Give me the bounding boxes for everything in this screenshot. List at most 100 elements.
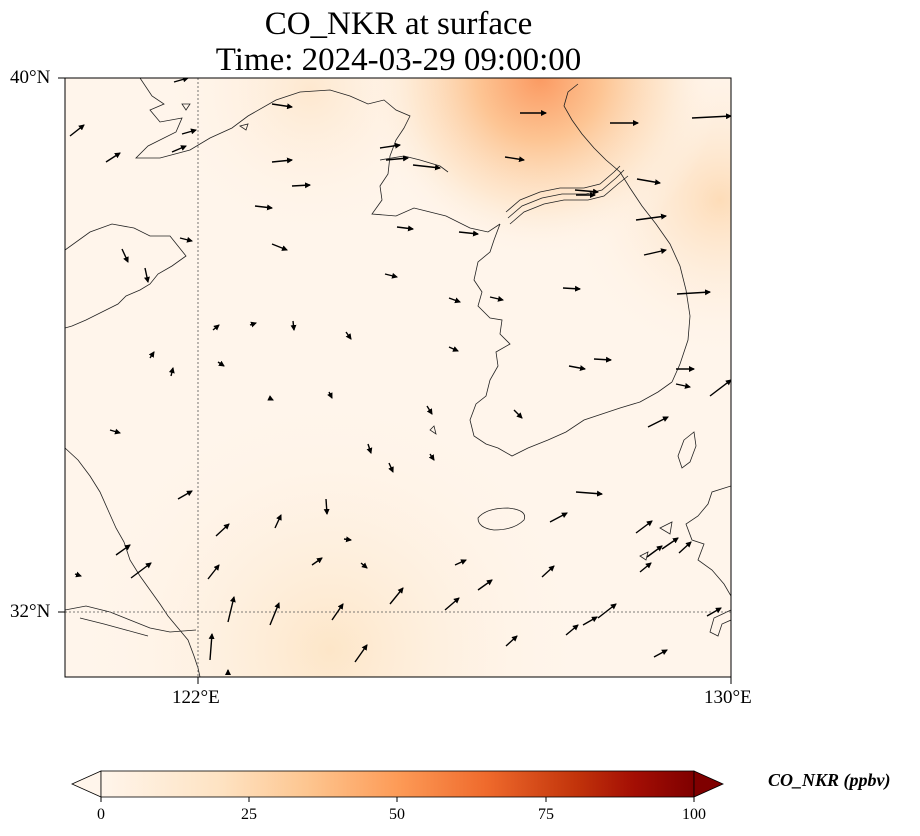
wind-arrow xyxy=(267,395,274,401)
wind-arrow xyxy=(360,562,368,569)
wind-arrow xyxy=(504,156,525,163)
wind-arrow xyxy=(448,297,461,304)
wind-arrow xyxy=(130,562,152,579)
wind-arrow xyxy=(575,490,603,497)
wind-arrow xyxy=(675,383,691,389)
wind-arrow xyxy=(706,607,722,617)
wind-arrow xyxy=(217,360,225,367)
wind-arrow xyxy=(678,541,692,554)
wind-arrow xyxy=(144,267,150,283)
wind-arrow xyxy=(171,145,187,153)
coastlines xyxy=(65,78,731,677)
wind-arrow xyxy=(505,635,518,647)
wind-arrow xyxy=(639,562,652,573)
wind-arrow xyxy=(389,587,404,605)
colorbar-tick-0: 0 xyxy=(97,806,105,823)
wind-arrow xyxy=(597,603,617,619)
wind-arrow xyxy=(428,453,435,461)
wind-arrow xyxy=(271,157,293,164)
wind-arrow xyxy=(207,564,220,580)
wind-arrow xyxy=(388,462,394,473)
wind-arrow xyxy=(290,320,297,331)
colorbar-gradient xyxy=(100,770,695,798)
wind-arrow xyxy=(454,559,467,566)
wind-arrow xyxy=(215,523,230,537)
map-title: CO_NKR at surface xyxy=(264,6,533,42)
wind-arrow xyxy=(643,248,667,256)
colorbar-extend-min xyxy=(71,770,102,798)
wind-arrow xyxy=(254,204,273,211)
map-time: Time: 2024-03-29 09:00:00 xyxy=(215,42,582,78)
wind-arrow xyxy=(311,557,323,566)
wind-arrow xyxy=(384,272,398,279)
lat-label-40n: 40°N xyxy=(10,67,51,88)
wind-arrow xyxy=(271,243,288,251)
gridlines xyxy=(65,78,731,677)
wind-arrow xyxy=(327,391,333,399)
colorbar-tick-75: 75 xyxy=(538,806,554,823)
wind-arrow xyxy=(676,289,711,296)
wind-arrow xyxy=(271,103,293,110)
wind-arrow xyxy=(582,616,598,626)
wind-arrow xyxy=(636,178,661,186)
wind-arrow xyxy=(148,351,155,359)
wind-arrow xyxy=(709,379,731,397)
wind-arrow xyxy=(269,602,280,626)
wind-arrow xyxy=(249,321,257,328)
wind-arrow xyxy=(448,346,459,352)
wind-arrow xyxy=(541,565,555,578)
wind-arrow xyxy=(646,545,663,558)
wind-arrow xyxy=(121,248,129,263)
colorbar-tick-100: 100 xyxy=(682,806,706,823)
wind-arrow xyxy=(74,571,82,578)
wind-arrow xyxy=(562,285,581,292)
wind-arrow xyxy=(69,124,85,137)
wind-arrow xyxy=(647,416,669,428)
colorbar-tick-25: 25 xyxy=(241,806,257,823)
wind-arrow xyxy=(444,597,460,611)
wind-arrow xyxy=(227,596,236,623)
colorbar-tick-50: 50 xyxy=(389,806,405,823)
wind-arrow xyxy=(181,128,197,135)
lon-label-130e: 130°E xyxy=(704,687,752,708)
colorbar-extend-max xyxy=(693,770,724,798)
concentration-field xyxy=(65,78,731,677)
wind-arrow xyxy=(568,365,586,372)
wind-arrow xyxy=(513,409,523,419)
wind-arrow xyxy=(574,188,599,195)
wind-arrow xyxy=(426,405,433,415)
lon-label-122e: 122°E xyxy=(172,687,220,708)
lat-label-32n: 32°N xyxy=(10,601,51,622)
wind-arrow xyxy=(458,230,479,237)
wind-arrow xyxy=(179,236,193,243)
wind-arrow xyxy=(549,512,568,523)
wind-arrow xyxy=(396,225,414,232)
wind-arrow xyxy=(208,633,215,661)
wind-arrow xyxy=(635,520,653,534)
wind-arrow xyxy=(343,536,352,543)
wind-arrow xyxy=(331,603,344,621)
wind-arrow xyxy=(477,579,493,591)
wind-arrow xyxy=(323,498,330,515)
wind-arrow xyxy=(489,295,504,302)
colorbar-title: CO_NKR (ppbv) xyxy=(768,770,891,790)
wind-arrow xyxy=(173,78,189,83)
wind-arrow xyxy=(653,649,668,658)
wind-arrow xyxy=(115,544,131,556)
wind-arrow xyxy=(109,428,121,435)
wind-arrow xyxy=(412,164,441,171)
wind-arrow xyxy=(691,113,731,120)
wind-arrow xyxy=(635,213,667,221)
wind-vectors xyxy=(69,78,731,675)
wind-arrow xyxy=(345,331,352,340)
wind-arrow xyxy=(105,152,121,163)
wind-arrow xyxy=(593,356,612,363)
wind-arrow xyxy=(366,443,373,454)
wind-arrow xyxy=(177,490,193,500)
wind-arrow xyxy=(168,367,175,377)
wind-arrow xyxy=(354,644,368,663)
wind-arrow xyxy=(661,537,679,550)
wind-arrow xyxy=(291,182,311,189)
